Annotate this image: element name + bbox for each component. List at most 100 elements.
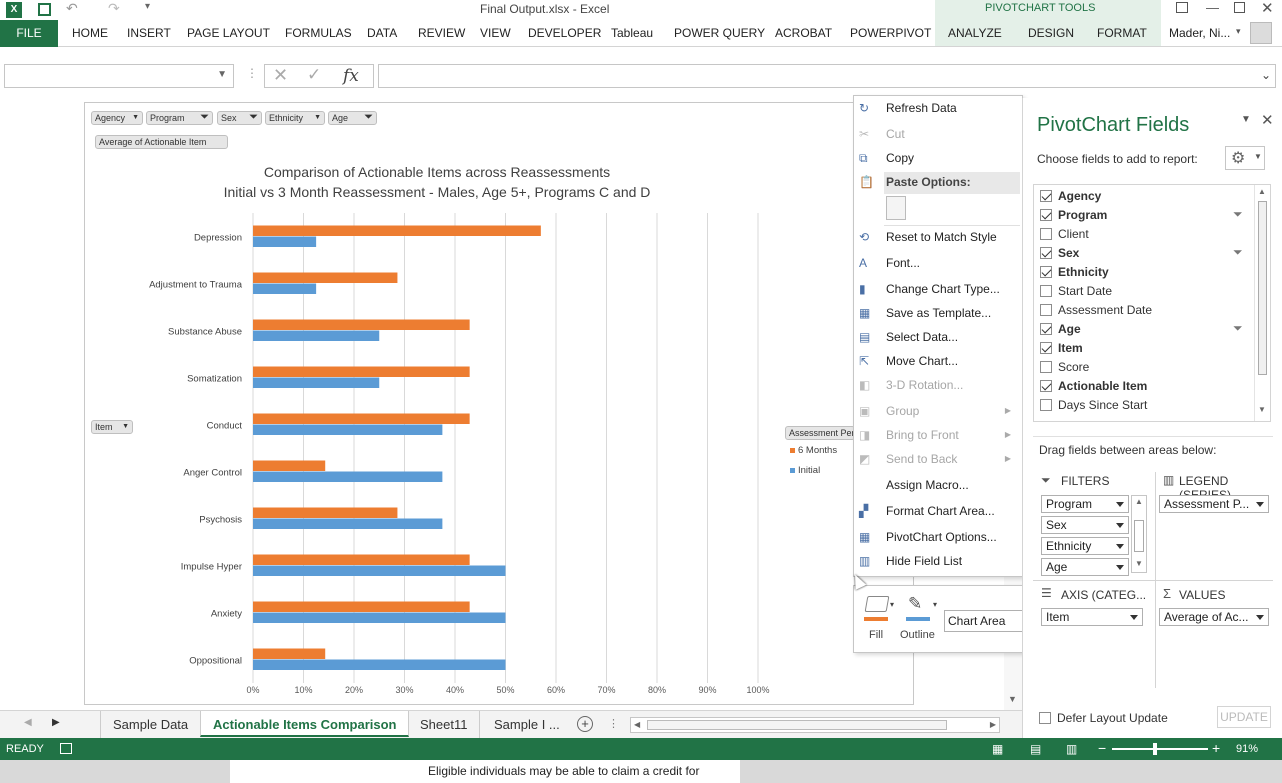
save-icon[interactable]	[38, 3, 51, 16]
tab-home[interactable]: HOME	[72, 26, 108, 40]
zoom-slider[interactable]	[1112, 748, 1208, 750]
menu-item-assign-macro[interactable]: Assign Macro...	[853, 474, 1021, 496]
menu-item-refresh-data[interactable]: ↻ Refresh Data	[853, 97, 1021, 119]
filters-scrollbar[interactable]: ▲ ▼	[1131, 495, 1147, 573]
chart-filter-age[interactable]: Age ⏷	[328, 111, 377, 125]
chart-filter-agency[interactable]: Agency ▼	[91, 111, 143, 125]
axis-item[interactable]: Item	[1041, 608, 1143, 626]
menu-item-select-data[interactable]: ▤ Select Data...	[853, 326, 1021, 348]
fill-label[interactable]: Fill	[869, 629, 884, 641]
page-layout-view-icon[interactable]: ▤	[1030, 742, 1042, 756]
filter-item-age[interactable]: Age	[1041, 558, 1129, 576]
fill-icon[interactable]	[864, 596, 890, 612]
chart-filter-ethnicity[interactable]: Ethnicity ▼	[265, 111, 325, 125]
sheet-tab-actionable-items[interactable]: Actionable Items Comparison	[200, 711, 410, 737]
field-assessment-date[interactable]: Assessment Date	[1058, 303, 1153, 317]
tabs-splitter-icon[interactable]: ⋮	[608, 718, 619, 730]
field-item[interactable]: Item	[1058, 341, 1083, 355]
confirm-entry-icon[interactable]: ✓	[307, 65, 322, 84]
tab-acrobat[interactable]: ACROBAT	[775, 26, 833, 40]
menu-item-reset-to-match-style[interactable]: ⟲ Reset to Match Style	[853, 226, 1021, 248]
menu-item-font[interactable]: A Font...	[853, 252, 1021, 274]
tab-file[interactable]: FILE	[0, 20, 58, 47]
menu-item-change-chart-type[interactable]: ▮ Change Chart Type...	[853, 278, 1021, 300]
field-checkbox[interactable]	[1040, 190, 1052, 202]
menu-item-hide-field-list[interactable]: ▥ Hide Field List	[853, 550, 1021, 572]
sheet-tab-sample-data[interactable]: Sample Data	[100, 711, 200, 738]
field-checkbox[interactable]	[1040, 399, 1052, 411]
zoom-out-icon[interactable]: −	[1098, 740, 1107, 756]
pane-close-icon[interactable]: ✕	[1261, 112, 1274, 129]
field-agency[interactable]: Agency	[1058, 189, 1102, 203]
scroll-up-icon[interactable]: ▲	[1135, 497, 1143, 506]
menu-item-format-chart-area[interactable]: ▞ Format Chart Area...	[853, 500, 1021, 522]
menu-item-pivotchart-options[interactable]: ▦ PivotChart Options...	[853, 526, 1021, 548]
name-box-dropdown-icon[interactable]: ▼	[217, 69, 227, 80]
normal-view-icon[interactable]: ▦	[992, 742, 1004, 756]
field-checkbox[interactable]	[1040, 323, 1052, 335]
new-sheet-icon[interactable]: +	[577, 716, 593, 732]
zoom-level[interactable]: 91%	[1236, 743, 1259, 755]
avatar[interactable]	[1250, 22, 1272, 44]
field-checkbox[interactable]	[1040, 266, 1052, 278]
filter-item-program[interactable]: Program	[1041, 495, 1129, 513]
scroll-right-icon[interactable]: ▶	[989, 720, 996, 729]
redo-icon[interactable]: ↷	[108, 0, 120, 16]
field-sex[interactable]: Sex	[1058, 246, 1080, 260]
layout-tools-button[interactable]: ⚙ ▼	[1225, 146, 1265, 170]
horizontal-scrollbar[interactable]: ◀ ▶	[630, 717, 1000, 733]
menu-item-save-as-template[interactable]: ▦ Save as Template...	[853, 302, 1021, 324]
name-box[interactable]: ▼	[4, 64, 234, 88]
expand-formula-icon[interactable]: ⌄	[1260, 68, 1271, 82]
sheet-tab-sample-i[interactable]: Sample I ...	[494, 717, 560, 732]
customize-qat-icon[interactable]: ▾	[145, 1, 151, 12]
sheet-tab-sheet11[interactable]: Sheet11	[408, 711, 481, 738]
outline-icon[interactable]: ✎	[908, 594, 923, 613]
field-checkbox[interactable]	[1040, 209, 1052, 221]
tab-powerpivot[interactable]: POWERPIVOT	[850, 26, 932, 40]
tab-developer[interactable]: DEVELOPER	[528, 26, 602, 40]
chart-value-field[interactable]: Average of Actionable Item	[95, 135, 228, 149]
field-age[interactable]: Age	[1058, 322, 1081, 336]
chart-filter-sex[interactable]: Sex ⏷	[217, 111, 262, 125]
page-break-view-icon[interactable]: ▥	[1066, 742, 1078, 756]
field-checkbox[interactable]	[1040, 380, 1052, 392]
tab-formulas[interactable]: FORMULAS	[285, 26, 352, 40]
scroll-down-icon[interactable]: ▼	[1135, 559, 1143, 568]
insert-function-button[interactable]: fx	[343, 66, 359, 86]
scroll-thumb[interactable]	[1134, 520, 1144, 552]
fill-dropdown-icon[interactable]: ▾	[890, 600, 895, 609]
close-icon[interactable]: ✕	[1261, 0, 1274, 17]
tab-review[interactable]: REVIEW	[418, 26, 466, 40]
filter-item-ethnicity[interactable]: Ethnicity	[1041, 537, 1129, 555]
legend-item-assessment[interactable]: Assessment P...	[1159, 495, 1269, 513]
chart-legend-field[interactable]: Assessment Per...	[785, 426, 855, 440]
field-days-since-start[interactable]: Days Since Start	[1058, 398, 1148, 412]
field-filter-icon[interactable]: ⏷	[1233, 207, 1243, 221]
user-name[interactable]: Mader, Ni...	[1169, 26, 1231, 40]
chart-axis-field[interactable]: Item ▼	[91, 420, 133, 434]
macro-record-icon[interactable]	[60, 743, 72, 754]
prev-sheet-icon[interactable]: ◀	[24, 717, 32, 728]
tab-page-layout[interactable]: PAGE LAYOUT	[187, 26, 270, 40]
scroll-left-icon[interactable]: ◀	[634, 720, 641, 729]
field-checkbox[interactable]	[1040, 228, 1052, 240]
restore-icon[interactable]	[1234, 2, 1245, 13]
cancel-entry-icon[interactable]: ✕	[273, 65, 289, 85]
field-start-date[interactable]: Start Date	[1058, 284, 1113, 298]
update-button[interactable]: UPDATE	[1217, 706, 1271, 728]
scroll-up-icon[interactable]: ▲	[1258, 187, 1266, 196]
tab-format[interactable]: FORMAT	[1097, 26, 1147, 40]
field-checkbox[interactable]	[1040, 361, 1052, 373]
zoom-in-icon[interactable]: +	[1212, 740, 1221, 756]
tab-view[interactable]: VIEW	[480, 26, 511, 40]
field-filter-icon[interactable]: ⏷	[1233, 245, 1243, 259]
outline-dropdown-icon[interactable]: ▾	[933, 600, 938, 609]
field-actionable-item[interactable]: Actionable Item	[1058, 379, 1148, 393]
filter-item-sex[interactable]: Sex	[1041, 516, 1129, 534]
zoom-slider-thumb[interactable]	[1153, 743, 1157, 755]
values-item[interactable]: Average of Ac...	[1159, 608, 1269, 626]
next-sheet-icon[interactable]: ▶	[52, 717, 60, 728]
formula-input[interactable]: ⌄	[378, 64, 1276, 88]
scroll-down-icon[interactable]: ▼	[1008, 694, 1017, 704]
